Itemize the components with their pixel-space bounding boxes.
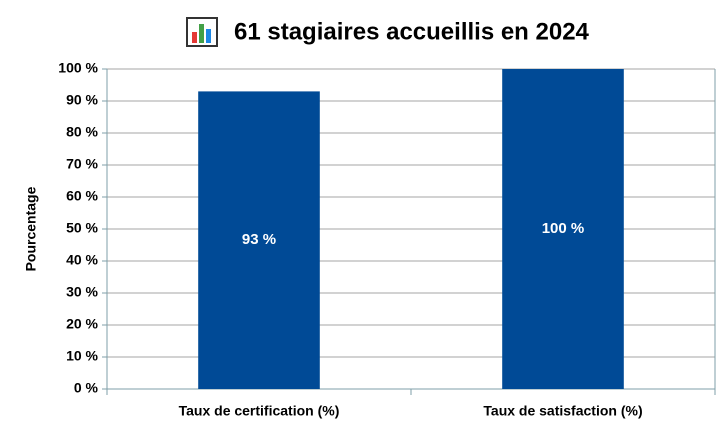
y-tick-label: 10 % bbox=[66, 348, 98, 364]
y-tick-label: 80 % bbox=[66, 124, 98, 140]
y-tick-label: 90 % bbox=[66, 92, 98, 108]
chart-title: 61 stagiaires accueillis en 2024 bbox=[234, 18, 590, 45]
y-tick-label: 40 % bbox=[66, 252, 98, 268]
y-tick-label: 30 % bbox=[66, 284, 98, 300]
y-tick-label: 70 % bbox=[66, 156, 98, 172]
x-tick-label: Taux de certification (%) bbox=[179, 403, 340, 419]
y-tick-label: 0 % bbox=[74, 380, 99, 396]
bar bbox=[198, 91, 320, 390]
title-icon bbox=[186, 17, 218, 47]
x-tick-label: Taux de satisfaction (%) bbox=[483, 403, 642, 419]
value-label: 100 % bbox=[542, 220, 585, 237]
y-tick-label: 100 % bbox=[58, 60, 98, 76]
value-label: 93 % bbox=[242, 231, 276, 248]
y-tick-label: 20 % bbox=[66, 316, 98, 332]
y-tick-label: 60 % bbox=[66, 188, 98, 204]
bar bbox=[502, 69, 624, 389]
y-axis-label: Pourcentage bbox=[23, 186, 39, 271]
y-tick-label: 50 % bbox=[66, 220, 98, 236]
